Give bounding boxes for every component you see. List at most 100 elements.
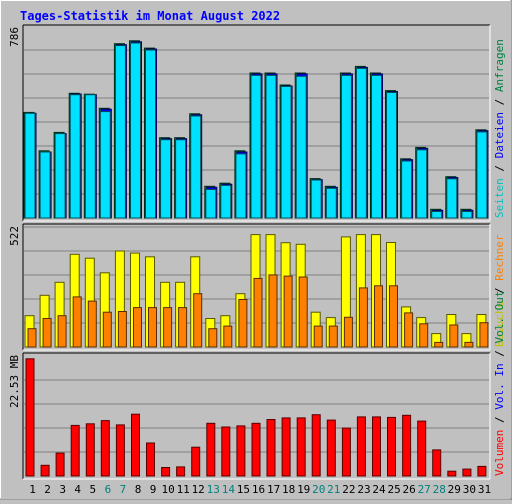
bar-seiten-day-4: [69, 94, 81, 219]
series-rechner: [27, 274, 489, 348]
day-label-20: 20: [312, 483, 325, 496]
bar-volumen-day-12: [191, 446, 201, 477]
panel-3: 22.53 MB: [8, 352, 491, 480]
bar-volumen-day-16: [251, 422, 261, 477]
bar-rechner-day-9: [148, 307, 157, 348]
bar-volumen-day-21: [326, 419, 336, 477]
bar-volumen-day-3: [55, 452, 65, 477]
scale-label: 522: [8, 226, 21, 246]
day-label-16: 16: [252, 483, 265, 496]
bar-volumen-day-14: [221, 426, 231, 477]
bar-volumen-day-22: [341, 427, 351, 477]
bar-rechner-day-26: [404, 312, 414, 348]
bar-rechner-day-16: [253, 277, 263, 348]
bar-volumen-day-2: [40, 464, 50, 477]
right-legend-1: Seiten / Dateien / Anfragen: [493, 39, 506, 218]
day-label-19: 19: [297, 483, 310, 496]
legend-entry: Vol. In: [493, 363, 506, 409]
bar-volumen-day-1: [25, 358, 35, 477]
bar-seiten-day-14: [220, 184, 232, 219]
x-axis-day-labels: 1 2 3 4 5 6 7 8 9 10 11 12 13 14 15 16 17 18 19 20 21 22 23 24 2…: [29, 483, 491, 496]
bar-seiten-day-22: [340, 74, 352, 219]
bar-rechner-day-18: [283, 275, 293, 348]
chart-panels: 786 522 22.53 MB: [8, 24, 491, 480]
scale-label: 786: [8, 27, 21, 47]
bar-volumen-day-29: [447, 470, 457, 477]
day-label-11: 11: [177, 483, 190, 496]
bar-seiten-day-13: [205, 189, 217, 219]
series-volumen: [25, 358, 487, 477]
bar-seiten-day-26: [401, 160, 413, 219]
bar-volumen-day-5: [85, 423, 95, 477]
chart-title: Tages-Statistik im Monat August 2022: [20, 9, 280, 23]
bar-seiten-day-24: [371, 74, 382, 219]
day-label-25: 25: [387, 483, 400, 496]
day-label-9: 9: [150, 483, 157, 496]
bar-rechner-day-29: [449, 324, 459, 348]
day-label-28: 28: [433, 483, 446, 496]
day-label-22: 22: [342, 483, 355, 496]
bar-volumen-day-27: [417, 420, 427, 477]
bar-seiten-day-8: [130, 42, 141, 219]
day-label-18: 18: [282, 483, 295, 496]
bar-seiten-day-28: [431, 211, 443, 219]
bar-volumen-day-20: [311, 414, 321, 477]
bar-volumen-day-17: [266, 419, 276, 477]
bar-volumen-day-18: [281, 417, 291, 477]
bar-seiten-day-18: [280, 86, 292, 219]
day-label-3: 3: [59, 483, 66, 496]
bar-rechner-day-1: [27, 328, 37, 348]
bar-rechner-day-24: [374, 285, 383, 348]
day-label-14: 14: [222, 483, 236, 496]
bar-rechner-day-12: [193, 293, 203, 348]
bar-seiten-day-20: [310, 179, 322, 219]
legend-entry: Volumen: [493, 430, 506, 476]
day-label-8: 8: [135, 483, 142, 496]
bar-volumen-day-30: [462, 468, 472, 477]
bar-seiten-day-6: [99, 111, 111, 219]
right-side-legends: Seiten / Dateien / Anfragen Besuche / Rec…: [493, 39, 506, 476]
bar-volumen-day-24: [372, 416, 381, 477]
bar-seiten-day-21: [325, 187, 337, 219]
day-label-10: 10: [161, 483, 174, 496]
bar-rechner-day-27: [419, 323, 429, 348]
bar-seiten-day-16: [250, 74, 262, 219]
bar-rechner-day-17: [268, 274, 278, 348]
bar-volumen-day-9: [146, 442, 155, 477]
bar-volumen-day-6: [100, 420, 110, 477]
bar-rechner-day-10: [163, 307, 173, 348]
panel-2: 522: [8, 223, 491, 351]
bar-volumen-day-7: [115, 424, 125, 477]
bar-volumen-day-10: [161, 467, 171, 477]
day-label-1: 1: [29, 483, 36, 496]
scale-label: 22.53 MB: [8, 355, 21, 408]
bar-rechner-day-15: [238, 299, 248, 348]
bar-rechner-day-7: [117, 311, 127, 348]
bar-rechner-day-14: [223, 325, 233, 348]
bar-rechner-day-6: [102, 311, 112, 348]
day-label-7: 7: [120, 483, 127, 496]
bar-seiten-day-9: [145, 49, 156, 219]
bar-rechner-day-25: [389, 285, 398, 348]
bar-seiten-day-7: [114, 45, 126, 219]
bar-seiten-day-25: [386, 92, 397, 219]
bar-seiten-day-2: [39, 151, 51, 219]
legend-entry: /: [493, 165, 506, 172]
bar-volumen-day-4: [70, 424, 80, 477]
bar-rechner-day-23: [358, 287, 368, 348]
legend-entry: /: [493, 287, 506, 294]
bar-seiten-day-1: [24, 112, 36, 219]
day-label-31: 31: [478, 483, 491, 496]
bar-seiten-day-23: [355, 67, 367, 219]
day-label-24: 24: [372, 483, 386, 496]
legend-entry: Anfragen: [493, 39, 506, 92]
legend-entry: Seiten: [493, 178, 506, 218]
legend-entry: Rechner: [493, 234, 506, 281]
series-seiten: [24, 42, 488, 219]
day-label-5: 5: [89, 483, 96, 496]
bar-rechner-day-31: [479, 322, 489, 348]
bar-rechner-day-2: [42, 318, 52, 348]
right-legend-2: Besuche / Rechner: [493, 234, 506, 347]
bar-seiten-day-10: [160, 139, 172, 219]
